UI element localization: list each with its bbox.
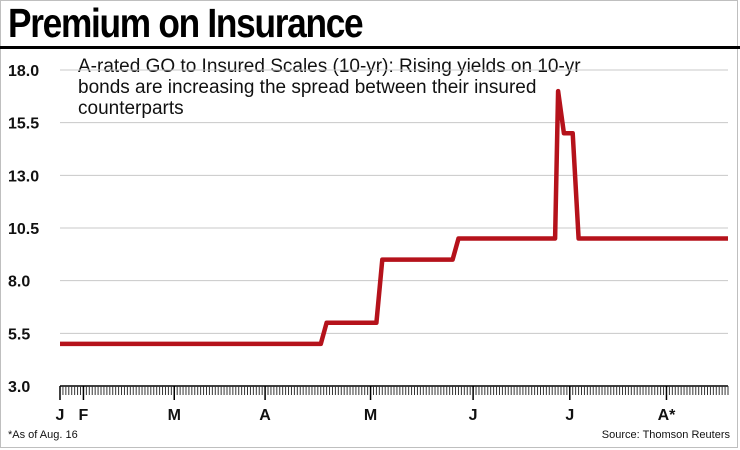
x-tick-label: J	[469, 407, 478, 424]
x-tick-label: M	[364, 407, 377, 424]
x-tick-label: A*	[658, 407, 677, 424]
y-tick-label: 10.5	[8, 221, 39, 238]
x-tick-label: M	[168, 407, 181, 424]
axis-layer	[59, 385, 729, 400]
line-layer	[60, 88, 728, 347]
y-tick-label: 18.0	[8, 63, 39, 80]
footnote: *As of Aug. 16	[8, 429, 78, 441]
chart-subtitle: A-rated GO to Insured Scales (10-yr): Ri…	[78, 56, 581, 119]
y-tick-label: 8.0	[8, 274, 30, 291]
label-layer: 18.015.513.010.58.05.53.0J F M A M J J A*	[8, 63, 676, 424]
y-tick-label: 13.0	[8, 168, 39, 185]
series-line	[60, 88, 728, 347]
x-tick-label: J	[56, 407, 65, 424]
x-tick-label: F	[79, 407, 89, 424]
grid-layer	[60, 69, 728, 334]
x-tick-label: A	[259, 407, 271, 424]
chart-title: Premium on Insurance	[8, 0, 364, 46]
y-tick-label: 3.0	[8, 379, 30, 396]
x-tick-label: J	[565, 407, 574, 424]
source-note: Source: Thomson Reuters	[601, 429, 730, 441]
title-rule	[0, 46, 740, 49]
y-tick-label: 15.5	[8, 116, 39, 133]
y-tick-label: 5.5	[8, 326, 30, 343]
